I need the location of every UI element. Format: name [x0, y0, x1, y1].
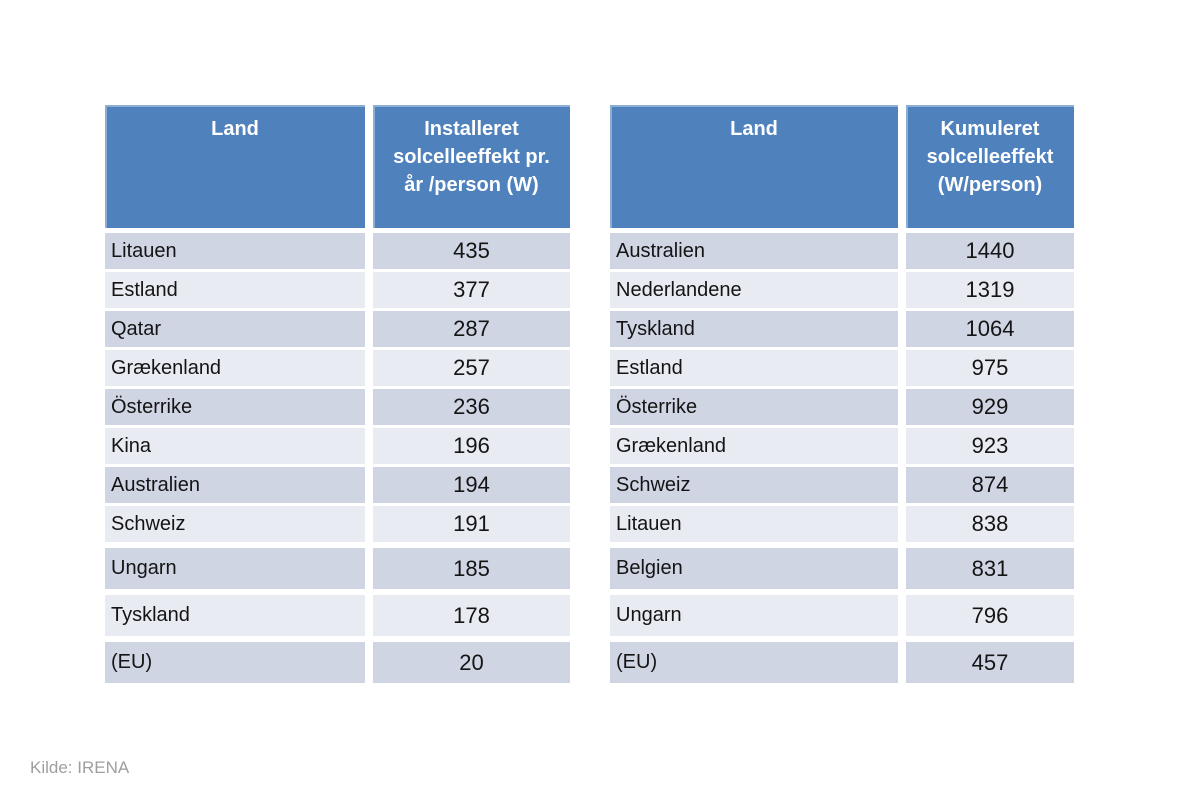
table-row: Australien 194 — [105, 467, 570, 503]
country-cell: Schweiz — [105, 506, 365, 542]
value-cell: 923 — [906, 428, 1074, 464]
table-row: Österrike 929 — [610, 389, 1074, 425]
table-row: Tyskland 1064 — [610, 311, 1074, 347]
table-row: Belgien 831 — [610, 548, 1074, 589]
table-row: Qatar 287 — [105, 311, 570, 347]
value-cell: 377 — [373, 272, 570, 308]
table-body: Australien 1440 Nederlandene 1319 Tyskla… — [610, 233, 1074, 683]
country-cell: Österrike — [105, 389, 365, 425]
table-row: Schweiz 191 — [105, 506, 570, 542]
country-cell: Schweiz — [610, 467, 898, 503]
value-cell: 196 — [373, 428, 570, 464]
table-header-row: Land Kumuleret solcelleeffekt (W/person) — [610, 105, 1074, 228]
country-cell: Australien — [610, 233, 898, 269]
value-cell: 831 — [906, 548, 1074, 589]
country-cell: Qatar — [105, 311, 365, 347]
country-cell: Kina — [105, 428, 365, 464]
country-cell: Nederlandene — [610, 272, 898, 308]
country-cell: (EU) — [610, 642, 898, 683]
value-cell: 1064 — [906, 311, 1074, 347]
annual-installed-pv-table: Land Installeret solcelleeffekt pr. år /… — [105, 105, 570, 683]
country-cell: Ungarn — [610, 595, 898, 636]
value-cell: 1440 — [906, 233, 1074, 269]
country-cell: Tyskland — [610, 311, 898, 347]
value-cell: 457 — [906, 642, 1074, 683]
value-cell: 435 — [373, 233, 570, 269]
value-cell: 975 — [906, 350, 1074, 386]
country-cell: Österrike — [610, 389, 898, 425]
country-cell: Grækenland — [610, 428, 898, 464]
country-cell: Litauen — [610, 506, 898, 542]
value-cell: 236 — [373, 389, 570, 425]
value-cell: 257 — [373, 350, 570, 386]
table-row: Ungarn 796 — [610, 595, 1074, 636]
value-cell: 874 — [906, 467, 1074, 503]
value-cell: 20 — [373, 642, 570, 683]
table-body: Litauen 435 Estland 377 Qatar 287 Græken… — [105, 233, 570, 683]
country-cell: Estland — [610, 350, 898, 386]
table-row: (EU) 457 — [610, 642, 1074, 683]
country-cell: Estland — [105, 272, 365, 308]
table-row: Estland 377 — [105, 272, 570, 308]
table-row: Litauen 435 — [105, 233, 570, 269]
value-cell: 194 — [373, 467, 570, 503]
table-header-row: Land Installeret solcelleeffekt pr. år /… — [105, 105, 570, 228]
table-row: (EU) 20 — [105, 642, 570, 683]
table-row: Ungarn 185 — [105, 548, 570, 589]
value-cell: 1319 — [906, 272, 1074, 308]
value-cell: 796 — [906, 595, 1074, 636]
country-cell: Litauen — [105, 233, 365, 269]
cumulative-pv-table: Land Kumuleret solcelleeffekt (W/person)… — [610, 105, 1074, 683]
table-row: Litauen 838 — [610, 506, 1074, 542]
column-header-cumulative-pv: Kumuleret solcelleeffekt (W/person) — [906, 105, 1074, 228]
table-row: Nederlandene 1319 — [610, 272, 1074, 308]
value-cell: 178 — [373, 595, 570, 636]
country-cell: Belgien — [610, 548, 898, 589]
table-row: Grækenland 257 — [105, 350, 570, 386]
value-cell: 929 — [906, 389, 1074, 425]
country-cell: (EU) — [105, 642, 365, 683]
country-cell: Ungarn — [105, 548, 365, 589]
value-cell: 191 — [373, 506, 570, 542]
country-cell: Grækenland — [105, 350, 365, 386]
column-header-installed-pv: Installeret solcelleeffekt pr. år /perso… — [373, 105, 570, 228]
table-row: Grækenland 923 — [610, 428, 1074, 464]
table-row: Kina 196 — [105, 428, 570, 464]
table-row: Schweiz 874 — [610, 467, 1074, 503]
table-row: Tyskland 178 — [105, 595, 570, 636]
table-row: Estland 975 — [610, 350, 1074, 386]
value-cell: 838 — [906, 506, 1074, 542]
column-header-land: Land — [105, 105, 365, 228]
value-cell: 287 — [373, 311, 570, 347]
country-cell: Australien — [105, 467, 365, 503]
value-cell: 185 — [373, 548, 570, 589]
column-header-land: Land — [610, 105, 898, 228]
table-row: Österrike 236 — [105, 389, 570, 425]
country-cell: Tyskland — [105, 595, 365, 636]
table-row: Australien 1440 — [610, 233, 1074, 269]
source-note: Kilde: IRENA — [30, 758, 130, 777]
